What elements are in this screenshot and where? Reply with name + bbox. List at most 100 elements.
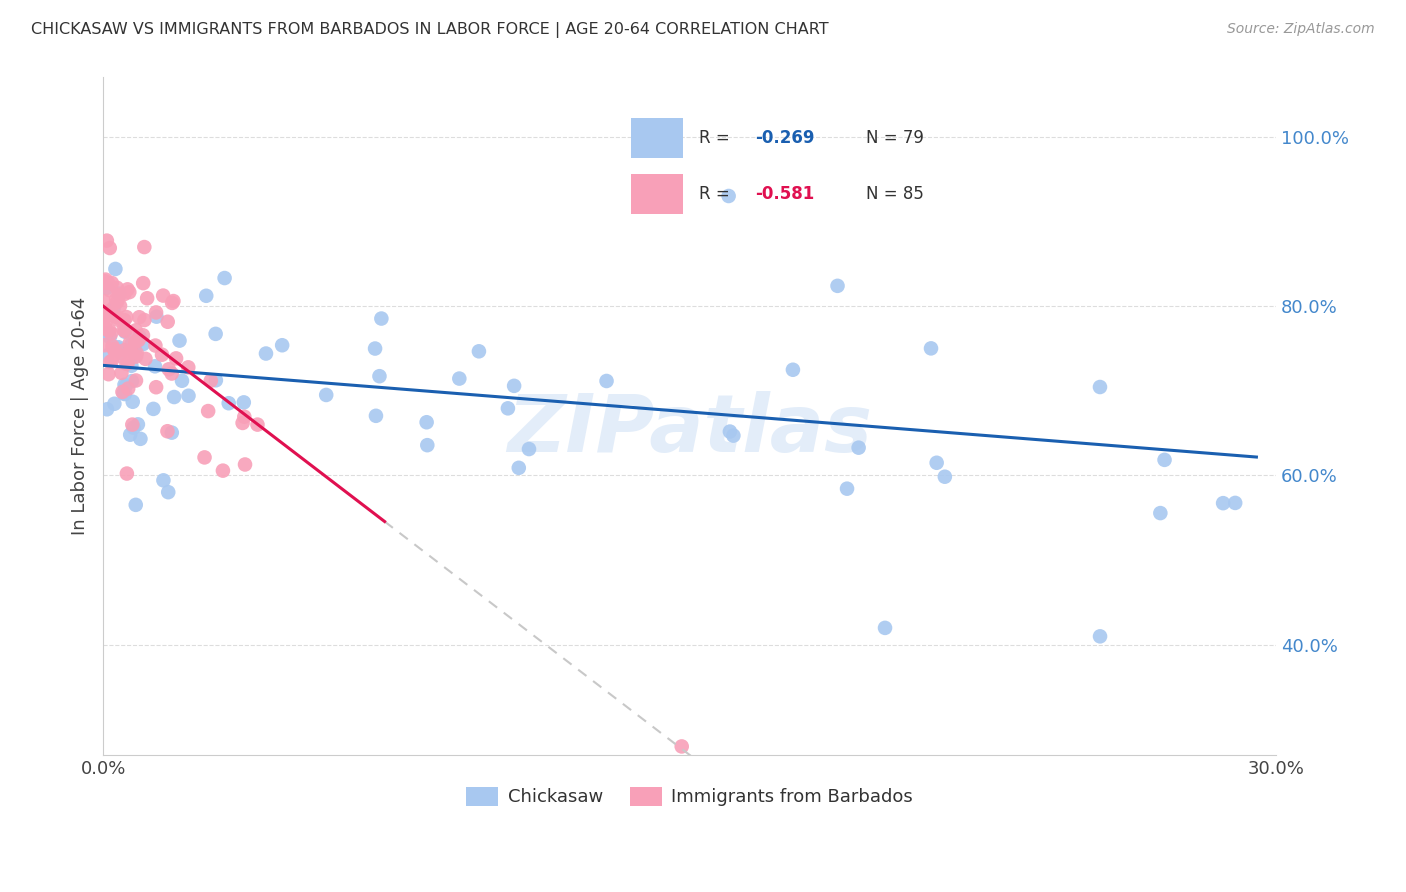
Point bbox=[101, 276, 124, 290]
Point bbox=[934, 469, 956, 483]
Point bbox=[104, 346, 127, 360]
Point bbox=[152, 474, 174, 488]
Point bbox=[503, 379, 526, 393]
Point bbox=[101, 339, 124, 353]
Point bbox=[1088, 629, 1111, 643]
Point bbox=[125, 323, 148, 337]
Point bbox=[108, 288, 131, 302]
Point bbox=[1149, 506, 1171, 520]
Point bbox=[120, 427, 142, 442]
Point bbox=[233, 458, 256, 472]
Point bbox=[160, 367, 183, 381]
Point bbox=[364, 409, 387, 423]
Point bbox=[112, 323, 135, 337]
Point bbox=[97, 368, 120, 382]
Point bbox=[232, 395, 254, 409]
Point bbox=[97, 276, 120, 290]
Point bbox=[112, 343, 135, 358]
Point bbox=[125, 346, 148, 360]
Point bbox=[254, 346, 277, 360]
Point bbox=[145, 305, 167, 319]
Point bbox=[246, 417, 269, 432]
Point bbox=[122, 420, 145, 434]
Point bbox=[94, 322, 117, 336]
Point bbox=[315, 388, 337, 402]
Point bbox=[232, 416, 254, 430]
Point bbox=[124, 348, 146, 362]
Point bbox=[98, 241, 121, 255]
Point bbox=[212, 464, 235, 478]
Point bbox=[117, 282, 139, 296]
Point bbox=[1225, 496, 1247, 510]
Point bbox=[96, 326, 118, 341]
Point bbox=[118, 285, 141, 300]
Point bbox=[233, 409, 256, 424]
Point bbox=[94, 276, 117, 290]
Point bbox=[115, 357, 138, 371]
Text: ZIPatlas: ZIPatlas bbox=[508, 391, 872, 468]
Point bbox=[132, 337, 155, 351]
Point bbox=[117, 356, 139, 370]
Point bbox=[98, 355, 121, 369]
Point bbox=[205, 373, 228, 387]
Point bbox=[121, 417, 143, 432]
Point bbox=[120, 343, 142, 358]
Point bbox=[108, 299, 131, 313]
Point bbox=[152, 288, 174, 302]
Point bbox=[110, 345, 132, 359]
Point bbox=[160, 425, 183, 440]
Point bbox=[96, 281, 118, 295]
Point bbox=[115, 310, 138, 324]
Point bbox=[107, 312, 129, 326]
Point bbox=[156, 424, 179, 438]
Point bbox=[100, 303, 122, 318]
Point bbox=[127, 417, 149, 432]
Point bbox=[96, 402, 118, 417]
Point bbox=[125, 350, 148, 364]
Point bbox=[96, 308, 118, 322]
Point bbox=[125, 374, 148, 388]
Point bbox=[112, 386, 135, 401]
Point bbox=[120, 359, 142, 373]
Point bbox=[132, 328, 155, 343]
Point bbox=[111, 350, 134, 364]
Point bbox=[1153, 453, 1175, 467]
Point bbox=[100, 354, 122, 368]
Point bbox=[112, 313, 135, 327]
Point bbox=[218, 396, 240, 410]
Point bbox=[111, 384, 134, 399]
Point bbox=[165, 351, 187, 366]
Point bbox=[193, 450, 215, 465]
Point bbox=[160, 296, 183, 310]
Point bbox=[145, 338, 167, 352]
Point bbox=[110, 366, 132, 380]
Point bbox=[142, 401, 165, 416]
Point bbox=[120, 337, 142, 351]
Point bbox=[125, 498, 148, 512]
Point bbox=[96, 348, 118, 362]
Point bbox=[93, 274, 115, 288]
Point bbox=[468, 344, 491, 359]
Legend: Chickasaw, Immigrants from Barbados: Chickasaw, Immigrants from Barbados bbox=[458, 780, 921, 814]
Point bbox=[145, 310, 167, 324]
Point bbox=[925, 456, 948, 470]
Point bbox=[103, 397, 125, 411]
Point bbox=[93, 338, 115, 352]
Point bbox=[162, 294, 184, 309]
Point bbox=[98, 324, 121, 338]
Point bbox=[145, 380, 167, 394]
Point bbox=[114, 325, 136, 339]
Point bbox=[150, 348, 173, 362]
Point bbox=[827, 278, 849, 293]
Point bbox=[449, 371, 471, 385]
Point bbox=[156, 315, 179, 329]
Point bbox=[134, 351, 156, 366]
Point bbox=[129, 432, 152, 446]
Point bbox=[364, 342, 387, 356]
Point bbox=[134, 313, 156, 327]
Point bbox=[124, 334, 146, 349]
Point bbox=[163, 390, 186, 404]
Point bbox=[96, 234, 118, 248]
Point bbox=[177, 389, 200, 403]
Point bbox=[195, 289, 218, 303]
